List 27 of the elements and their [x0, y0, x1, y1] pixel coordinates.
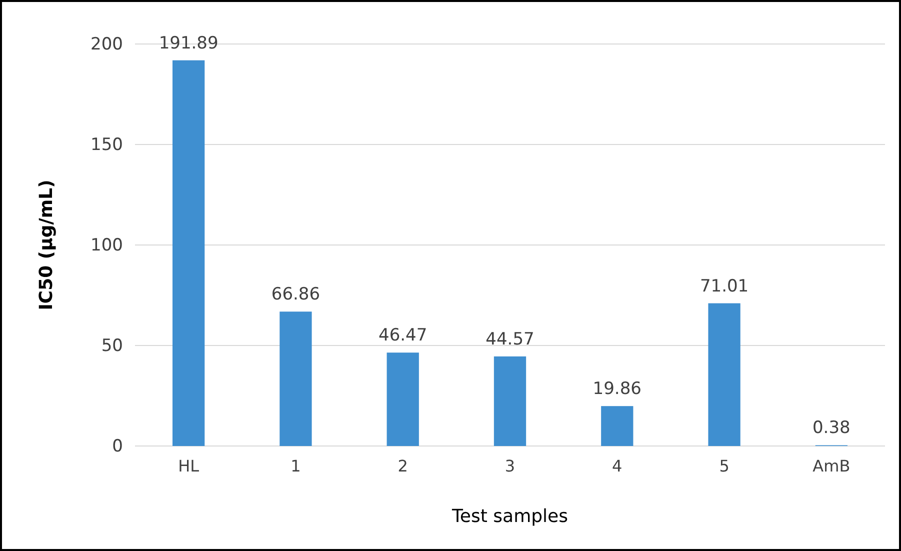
bar [494, 356, 526, 446]
y-tick-label: 100 [90, 235, 123, 256]
y-tick-label: 0 [112, 436, 123, 456]
y-tick-label: 50 [101, 336, 123, 356]
bar [708, 303, 740, 446]
x-axis-title: Test samples [451, 506, 568, 527]
data-label: 71.01 [700, 276, 749, 296]
data-label: 44.57 [486, 329, 534, 350]
data-label: 191.89 [158, 33, 218, 54]
x-tick-label: 5 [719, 456, 730, 476]
bar [601, 406, 634, 446]
data-label: 0.38 [812, 418, 850, 438]
x-tick-label: AmB [812, 456, 850, 476]
x-tick-label: HL [178, 456, 200, 476]
data-label: 46.47 [378, 326, 428, 346]
x-tick-label: 1 [290, 456, 301, 476]
y-axis-title: IC50 (µg/mL) [36, 180, 57, 310]
data-label: 66.86 [271, 284, 320, 305]
bar [172, 60, 205, 446]
data-label: 19.86 [592, 379, 642, 400]
x-tick-label: 3 [504, 456, 516, 476]
x-tick-label: 4 [612, 456, 622, 476]
bar [280, 312, 312, 446]
y-tick-label: 150 [90, 134, 123, 155]
bar [386, 352, 419, 446]
x-tick-label: 2 [398, 456, 408, 476]
y-tick-label: 200 [90, 34, 123, 54]
